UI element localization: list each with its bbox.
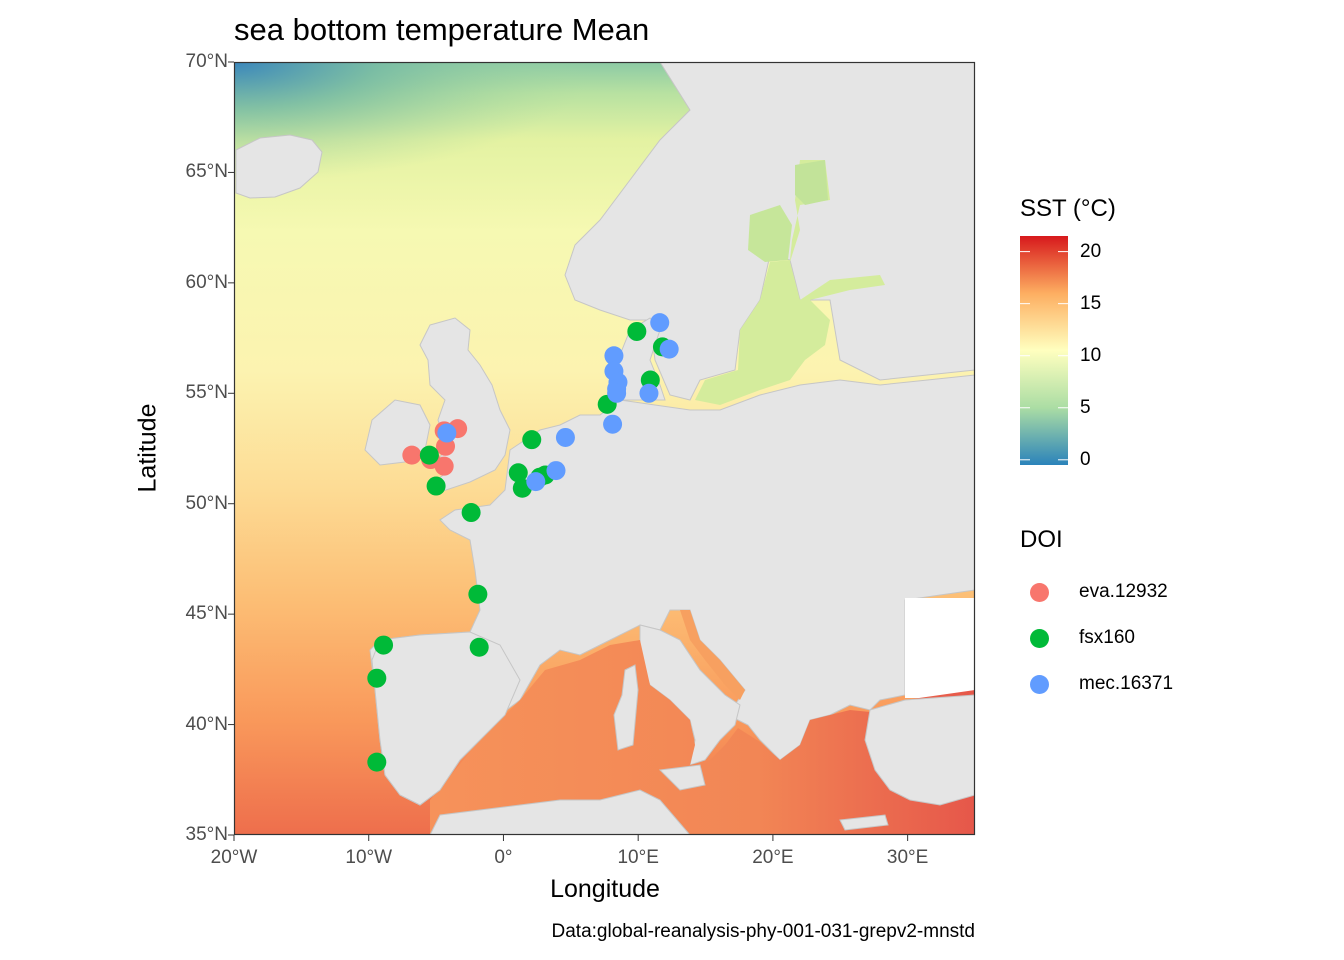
sample-point-mec-16371	[659, 339, 679, 359]
sample-point-fsx160	[508, 463, 528, 483]
corsica-sardinia	[613, 664, 639, 751]
crete	[839, 814, 889, 831]
sample-point-mec-16371	[555, 427, 575, 447]
iceland	[235, 134, 323, 199]
gulf-of-bothnia	[748, 205, 792, 262]
sample-point-mec-16371	[603, 414, 623, 434]
sample-point-fsx160	[522, 430, 542, 450]
sample-point-mec-16371	[639, 383, 659, 403]
sample-point-fsx160	[468, 584, 488, 604]
colorbar-label: 20	[1080, 240, 1102, 262]
sample-point-mec-16371	[650, 313, 670, 333]
y-tick-label: 35°N	[185, 824, 228, 845]
sample-point-fsx160	[426, 476, 446, 496]
points-layer	[367, 313, 679, 772]
y-tick-label: 70°N	[185, 51, 228, 72]
sample-point-fsx160	[419, 445, 439, 465]
x-tick-label: 20°W	[210, 847, 258, 868]
great-britain	[419, 317, 511, 493]
colorbar-label: 10	[1080, 344, 1102, 366]
sst-legend-title: SST (°C)	[1020, 195, 1116, 222]
x-tick-label: 30°E	[886, 847, 929, 868]
x-tick-label: 20°E	[752, 847, 794, 868]
iberia	[371, 631, 521, 806]
sample-point-mec-16371	[526, 472, 546, 492]
doi-legend-item: eva.12932	[1030, 580, 1168, 604]
y-tick-label: 55°N	[185, 382, 228, 404]
mediterranean-sea	[430, 640, 975, 835]
sample-point-mec-16371	[604, 346, 624, 366]
colorbar-ticks	[1020, 251, 1068, 461]
sample-point-eva-12932	[402, 445, 422, 465]
colorbar-label: 15	[1080, 292, 1102, 314]
y-tick-label: 45°N	[185, 603, 228, 625]
sample-point-fsx160	[367, 752, 387, 772]
doi-legend-label: fsx160	[1079, 627, 1135, 648]
x-axis-label: Longitude	[550, 875, 660, 903]
sample-point-fsx160	[469, 637, 489, 657]
anatolia	[864, 694, 975, 806]
y-tick-label: 40°N	[185, 713, 228, 735]
north-africa	[429, 789, 691, 835]
axis-ticks	[228, 61, 909, 841]
doi-legend-item: fsx160	[1030, 626, 1135, 650]
doi-legend-label: eva.12932	[1079, 581, 1168, 602]
black-sea-nodata	[905, 598, 975, 698]
sample-point-fsx160	[461, 503, 481, 523]
x-tick-label: 10°E	[617, 847, 659, 868]
x-tick-label: 10°W	[345, 847, 393, 868]
sample-point-eva-12932	[434, 456, 454, 476]
x-tick-label: 0°	[494, 847, 513, 868]
data-caption: Data:global-reanalysis-phy-001-031-grepv…	[551, 921, 976, 942]
adriatic-sea	[680, 610, 745, 700]
baltic-sea	[695, 160, 885, 405]
sst-colorbar	[1020, 236, 1068, 465]
y-axis-label: Latitude	[133, 403, 162, 493]
y-tick-label: 65°N	[185, 161, 228, 183]
doi-legend-dot	[1030, 674, 1049, 694]
colorbar-label: 0	[1080, 448, 1091, 470]
y-tick-label: 50°N	[185, 492, 228, 514]
colorbar-label: 5	[1080, 396, 1091, 418]
bothnian-bay	[795, 160, 828, 205]
doi-legend-dot	[1030, 628, 1049, 648]
y-tick-label: 60°N	[185, 271, 228, 293]
doi-legend-item: mec.16371	[1030, 672, 1173, 696]
sample-point-fsx160	[374, 635, 394, 655]
sample-point-mec-16371	[437, 423, 457, 443]
doi-legend-label: mec.16371	[1079, 673, 1174, 694]
doi-legend-dot	[1030, 582, 1049, 602]
sample-point-mec-16371	[546, 461, 566, 481]
chart-title: sea bottom temperature Mean	[234, 12, 650, 47]
sample-point-mec-16371	[607, 383, 627, 403]
sicily	[658, 764, 706, 791]
sample-point-fsx160	[627, 321, 647, 341]
sample-point-fsx160	[367, 668, 387, 688]
plot-panel-border	[233, 61, 976, 836]
doi-legend-title: DOI	[1020, 526, 1063, 553]
